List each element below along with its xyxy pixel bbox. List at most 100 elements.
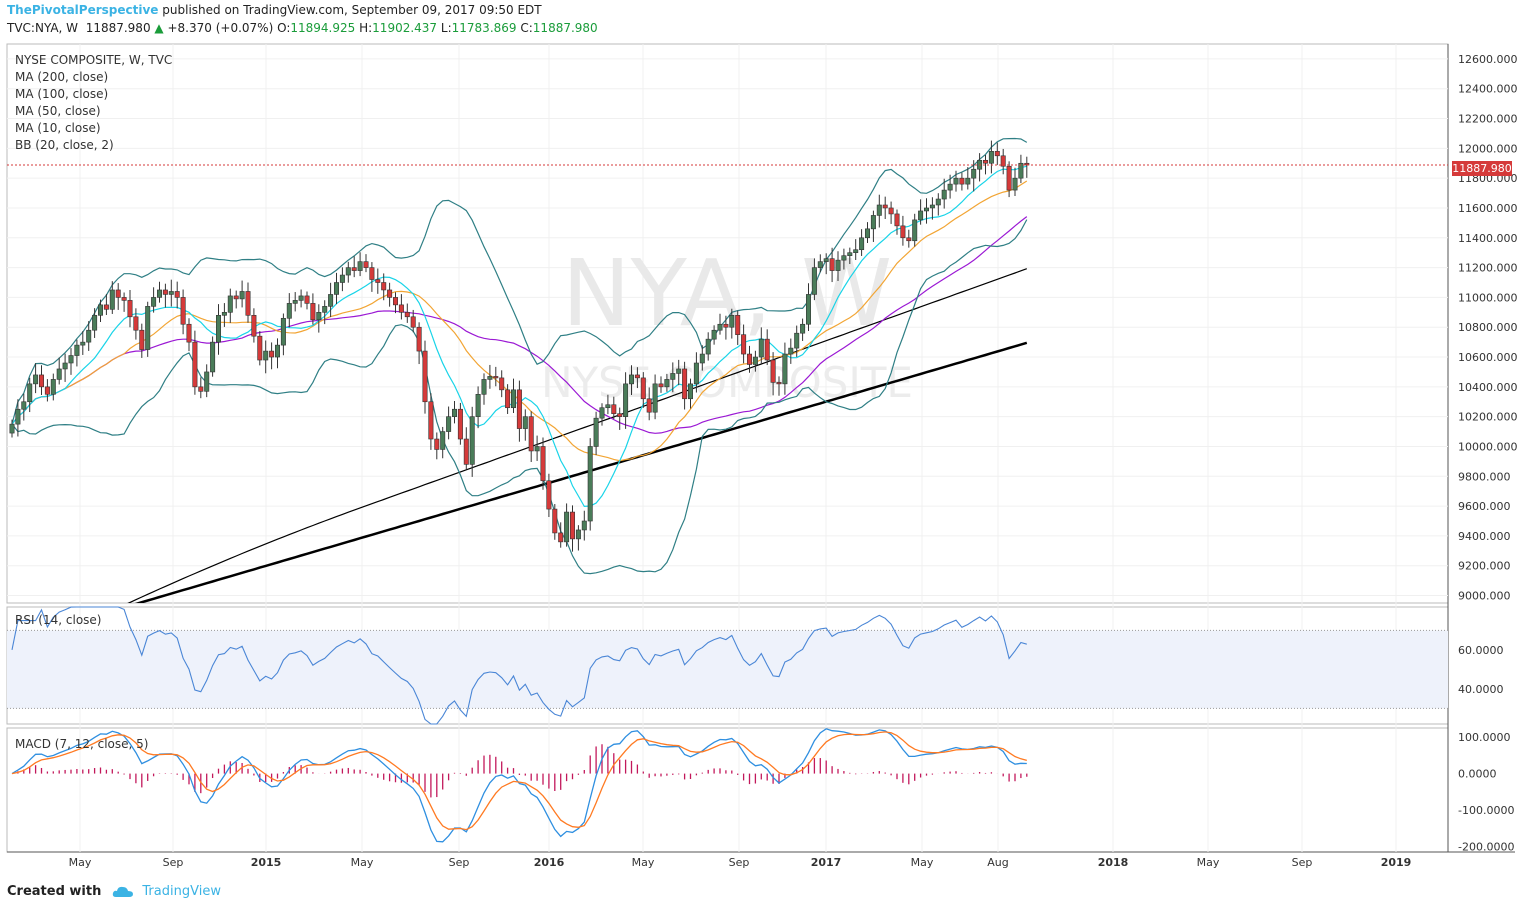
time-tick-label: May	[632, 856, 655, 869]
candle-body	[752, 356, 758, 365]
candle-body	[953, 177, 959, 185]
candle-body	[906, 237, 912, 242]
macd-tick-label: -100.0000	[1458, 804, 1514, 817]
candle-body	[758, 338, 764, 358]
candle-body	[198, 386, 204, 392]
time-tick-label: 2016	[534, 856, 565, 869]
rsi-label[interactable]: RSI (14, close)	[15, 613, 102, 627]
bb-lower-line	[11, 219, 1028, 575]
candle-body	[823, 258, 829, 262]
candle-body	[705, 338, 711, 355]
price-tick-label: 12600.000	[1458, 53, 1518, 66]
candle-body	[829, 258, 835, 271]
candle-body	[546, 480, 552, 510]
candle-body	[168, 291, 174, 295]
candle-body	[817, 261, 823, 268]
time-tick-label: 2019	[1381, 856, 1412, 869]
candle-body	[935, 198, 941, 206]
candle-body	[988, 151, 994, 164]
symbol-label: TVC:NYA, W	[7, 21, 79, 35]
candle-body	[434, 438, 440, 450]
candle-body	[864, 228, 870, 239]
candle-body	[741, 334, 747, 355]
legend-ma50[interactable]: MA (50, close)	[15, 104, 101, 118]
candle-body	[157, 289, 163, 298]
candle-body	[257, 335, 263, 361]
macd-tick-label: -200.0000	[1458, 841, 1514, 854]
publisher-link[interactable]: ThePivotalPerspective	[7, 3, 159, 17]
candle-body	[670, 373, 676, 380]
legend-title[interactable]: NYSE COMPOSITE, W, TVC	[15, 53, 173, 67]
candle-body	[1018, 162, 1024, 179]
candle-body	[487, 376, 493, 380]
open-label: O:	[277, 21, 291, 35]
candle-body	[457, 408, 463, 440]
close-label: C:	[520, 21, 533, 35]
candle-body	[56, 368, 62, 380]
tradingview-cloud-icon	[112, 886, 133, 897]
bb-upper-line	[11, 137, 1028, 425]
legend-ma200[interactable]: MA (200, close)	[15, 70, 109, 84]
macd-pane-frame	[6, 727, 1449, 853]
candle-body	[800, 323, 806, 334]
candle-body	[245, 291, 251, 316]
watermark-symbol: NYA, W	[562, 240, 892, 347]
candle-body	[357, 261, 363, 271]
candle-body	[717, 323, 723, 331]
candle-body	[1012, 177, 1018, 191]
candle-body	[605, 404, 611, 409]
candle-body	[994, 151, 1000, 157]
candle-body	[528, 416, 534, 452]
candle-body	[263, 350, 269, 361]
candle-body	[227, 295, 233, 313]
macd-tick-label: 0.0000	[1458, 768, 1497, 781]
price-tick-label: 10200.000	[1458, 411, 1518, 424]
time-tick-label: Sep	[449, 856, 470, 869]
candle-body	[599, 407, 605, 419]
candle-body	[805, 294, 811, 325]
tradingview-brand[interactable]: TradingView	[142, 884, 221, 899]
candle-body	[558, 532, 564, 543]
macd-label[interactable]: MACD (7, 12, close, 5)	[15, 737, 149, 751]
legend-bb[interactable]: BB (20, close, 2)	[15, 138, 114, 152]
candle-body	[658, 383, 664, 388]
price-tick-label: 12400.000	[1458, 83, 1518, 96]
candle-body	[44, 386, 50, 395]
candle-body	[239, 291, 245, 300]
candle-body	[634, 374, 640, 379]
ma200-line	[134, 341, 1028, 603]
candle-body	[33, 374, 39, 385]
candle-body	[269, 350, 275, 358]
price-tick-label: 11600.000	[1458, 202, 1518, 215]
candle-body	[982, 159, 988, 164]
candle-body	[86, 329, 92, 343]
candle-body	[333, 282, 339, 295]
candle-body	[534, 446, 540, 452]
legend-ma100[interactable]: MA (100, close)	[15, 87, 109, 101]
time-tick-label: May	[351, 856, 374, 869]
low-label: L:	[440, 21, 452, 35]
candle-body	[912, 219, 918, 242]
last-price-tag: 11887.980	[1452, 161, 1512, 176]
candle-body	[929, 204, 935, 209]
candle-body	[98, 304, 104, 316]
candle-body	[611, 404, 617, 414]
candle-body	[109, 289, 115, 310]
low-value: 11783.869	[451, 21, 517, 35]
candle-body	[151, 297, 157, 307]
candle-body	[664, 379, 670, 388]
time-tick-label: Aug	[987, 856, 1008, 869]
candle-body	[38, 374, 44, 388]
indicator-legend: NYSE COMPOSITE, W, TVC MA (200, close) M…	[15, 52, 172, 154]
candle-body	[640, 377, 646, 400]
candle-body	[298, 295, 304, 301]
price-tick-label: 9600.000	[1458, 500, 1511, 513]
candle-body	[162, 289, 168, 295]
close-value: 11887.980	[532, 21, 598, 35]
legend-ma10[interactable]: MA (10, close)	[15, 121, 101, 135]
candle-body	[50, 379, 56, 395]
candle-body	[145, 306, 151, 350]
time-tick-label: Sep	[1292, 856, 1313, 869]
candle-body	[593, 417, 599, 447]
